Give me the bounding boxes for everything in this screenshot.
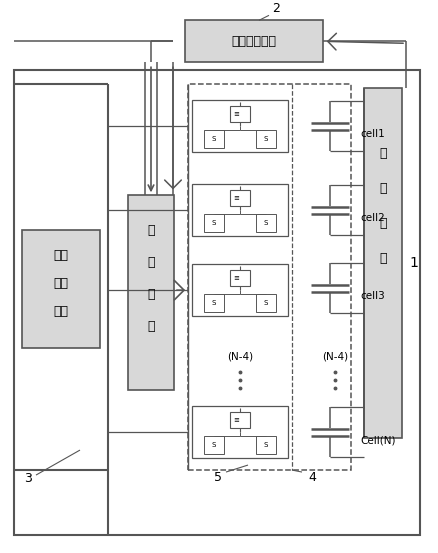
Bar [230, 412, 249, 428]
Text: 负载: 负载 [53, 305, 68, 317]
Text: 充电: 充电 [53, 249, 68, 262]
Bar [191, 100, 287, 152]
Bar [191, 184, 287, 236]
Text: ≡: ≡ [233, 417, 238, 423]
Text: S: S [263, 300, 268, 306]
Bar [22, 230, 100, 348]
Text: 模: 模 [378, 217, 386, 229]
Bar [128, 195, 173, 390]
Text: 模: 模 [147, 288, 155, 301]
Bar [204, 214, 223, 232]
Text: ≡: ≡ [233, 275, 238, 281]
Text: S: S [263, 136, 268, 142]
Text: Cell(N): Cell(N) [359, 435, 395, 445]
Bar [255, 214, 276, 232]
Text: 机或: 机或 [53, 276, 68, 290]
Text: S: S [211, 136, 215, 142]
Text: S: S [263, 442, 268, 448]
Text: 采: 采 [378, 147, 386, 160]
Bar [363, 88, 401, 438]
Text: 驱: 驱 [147, 224, 155, 237]
Text: 智能控制模块: 智能控制模块 [231, 35, 276, 48]
Text: 块: 块 [378, 252, 386, 265]
Text: 5: 5 [213, 471, 222, 483]
Text: 1: 1 [409, 256, 417, 270]
Text: S: S [211, 220, 215, 226]
Bar [204, 436, 223, 454]
Text: (N-4): (N-4) [321, 351, 347, 361]
Bar [204, 131, 223, 148]
Text: 块: 块 [147, 320, 155, 333]
Text: 样: 样 [378, 182, 386, 195]
Text: cell3: cell3 [359, 291, 384, 301]
Text: cell2: cell2 [359, 213, 384, 223]
Text: S: S [211, 442, 215, 448]
Bar [187, 84, 350, 470]
Bar [191, 406, 287, 458]
Bar [230, 270, 249, 286]
Bar [191, 264, 287, 316]
Text: S: S [263, 220, 268, 226]
Text: 动: 动 [147, 255, 155, 269]
Text: ≡: ≡ [233, 111, 238, 117]
Text: 2: 2 [272, 2, 279, 15]
Text: 3: 3 [24, 472, 32, 484]
Bar [204, 294, 223, 312]
Bar [255, 436, 276, 454]
Text: (N-4): (N-4) [226, 351, 252, 361]
Bar [14, 70, 419, 535]
Bar [255, 131, 276, 148]
Bar [255, 294, 276, 312]
Text: cell1: cell1 [359, 129, 384, 139]
Text: S: S [211, 300, 215, 306]
Bar [184, 20, 322, 62]
Bar [230, 190, 249, 206]
Text: 4: 4 [307, 471, 315, 483]
Bar [230, 106, 249, 122]
Text: ≡: ≡ [233, 195, 238, 201]
